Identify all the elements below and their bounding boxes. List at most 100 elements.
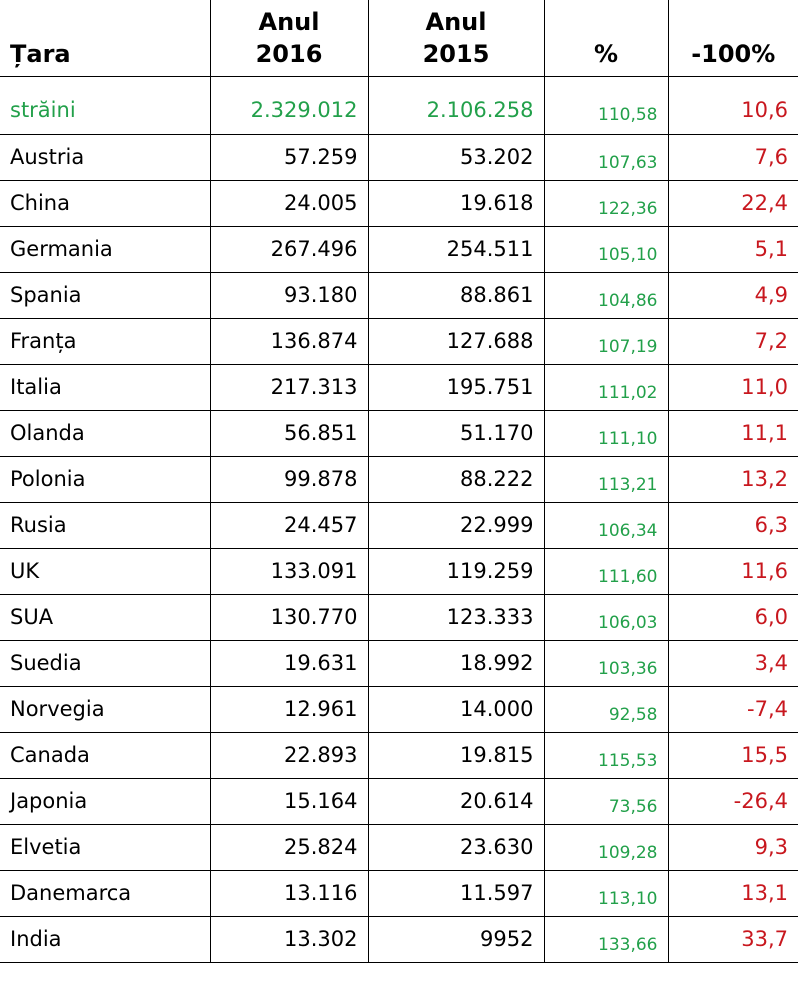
cell-2015: 20.614 (367, 777, 544, 824)
cell-2016: 217.313 (209, 363, 368, 410)
cell-diff: 5,1 (667, 225, 798, 272)
cell-2016: 2.329.012 (209, 76, 368, 134)
cell-diff: -26,4 (667, 777, 798, 824)
cell-percent: 106,34 (543, 501, 668, 548)
cell-percent: 113,10 (543, 869, 668, 916)
table-body: străini 2.329.012 2.106.258 110,58 10,6 Austr… (0, 76, 798, 963)
table-row: SUA 130.770 123.333 106,03 6,0 (0, 593, 798, 640)
cell-2016: 130.770 (209, 593, 368, 640)
cell-2015: 19.618 (367, 179, 544, 226)
cell-country: străini (10, 98, 76, 122)
cell-2015: 88.861 (367, 271, 544, 318)
cell-2016: 13.116 (209, 869, 368, 916)
cell-diff: 6,3 (667, 501, 798, 548)
table-row: Polonia 99.878 88.222 113,21 13,2 (0, 455, 798, 502)
table-row: Rusia 24.457 22.999 106,34 6,3 (0, 501, 798, 548)
cell-diff: 11,0 (667, 363, 798, 410)
cell-diff: 22,4 (667, 179, 798, 226)
table-row: China 24.005 19.618 122,36 22,4 (0, 179, 798, 226)
cell-2015: 9952 (367, 915, 544, 963)
cell-diff: 11,6 (667, 547, 798, 594)
cell-2016: 25.824 (209, 823, 368, 870)
cell-percent: 104,86 (543, 271, 668, 318)
cell-percent: 133,66 (543, 915, 668, 963)
cell-2015: 11.597 (367, 869, 544, 916)
table-row: Japonia 15.164 20.614 73,56 -26,4 (0, 777, 798, 824)
header-year-2016: Anul 2016 (209, 0, 368, 77)
cell-2016: 24.457 (209, 501, 368, 548)
cell-percent: 110,58 (543, 76, 668, 134)
cell-2015: 127.688 (367, 317, 544, 364)
cell-percent: 73,56 (543, 777, 668, 824)
cell-diff: 33,7 (667, 915, 798, 963)
cell-percent: 107,19 (543, 317, 668, 364)
cell-country: Canada (0, 731, 210, 778)
cell-2016: 267.496 (209, 225, 368, 272)
cell-2015: 19.815 (367, 731, 544, 778)
cell-2015: 119.259 (367, 547, 544, 594)
cell-diff: -7,4 (667, 685, 798, 732)
cell-percent: 111,10 (543, 409, 668, 456)
cell-2015: 23.630 (367, 823, 544, 870)
cell-diff: 3,4 (667, 639, 798, 686)
cell-country: Rusia (0, 501, 210, 548)
cell-country: Suedia (0, 639, 210, 686)
cell-country: Danemarca (0, 869, 210, 916)
cell-2016: 24.005 (209, 179, 368, 226)
cell-country: Italia (0, 363, 210, 410)
cell-percent: 111,02 (543, 363, 668, 410)
total-row: străini 2.329.012 2.106.258 110,58 10,6 (0, 76, 798, 134)
cell-percent: 122,36 (543, 179, 668, 226)
cell-country: India (0, 915, 210, 963)
header-year-2015-line2: 2015 (422, 39, 490, 68)
cell-2016: 19.631 (209, 639, 368, 686)
cell-country: UK (0, 547, 210, 594)
cell-2016: 99.878 (209, 455, 368, 502)
cell-2016: 22.893 (209, 731, 368, 778)
cell-2016: 13.302 (209, 915, 368, 963)
table-row: Franța 136.874 127.688 107,19 7,2 (0, 317, 798, 364)
cell-diff: 7,6 (667, 133, 798, 180)
table-row: Austria 57.259 53.202 107,63 7,6 (0, 133, 798, 180)
cell-country: Norvegia (0, 685, 210, 732)
cell-2015: 51.170 (367, 409, 544, 456)
cell-2015: 123.333 (367, 593, 544, 640)
table-row: Suedia 19.631 18.992 103,36 3,4 (0, 639, 798, 686)
header-row: Țara Anul 2016 Anul 2015 % -100% (0, 0, 798, 77)
cell-percent: 115,53 (543, 731, 668, 778)
cell-percent: 103,36 (543, 639, 668, 686)
cell-diff: 7,2 (667, 317, 798, 364)
cell-diff: 4,9 (667, 271, 798, 318)
cell-2015: 22.999 (367, 501, 544, 548)
cell-percent: 106,03 (543, 593, 668, 640)
table-row: Olanda 56.851 51.170 111,10 11,1 (0, 409, 798, 456)
cell-2015: 53.202 (367, 133, 544, 180)
cell-country: Germania (0, 225, 210, 272)
header-percent: % (543, 0, 668, 77)
cell-country: Elvetia (0, 823, 210, 870)
cell-2016: 15.164 (209, 777, 368, 824)
cell-diff: 6,0 (667, 593, 798, 640)
table-row: Elvetia 25.824 23.630 109,28 9,3 (0, 823, 798, 870)
cell-diff: 15,5 (667, 731, 798, 778)
cell-2016: 12.961 (209, 685, 368, 732)
table-row: Danemarca 13.116 11.597 113,10 13,1 (0, 869, 798, 916)
header-diff: -100% (667, 0, 798, 77)
tourism-table: Țara Anul 2016 Anul 2015 % -100% străini… (0, 0, 798, 963)
table-row: Spania 93.180 88.861 104,86 4,9 (0, 271, 798, 318)
cell-2016: 56.851 (209, 409, 368, 456)
table-row: Norvegia 12.961 14.000 92,58 -7,4 (0, 685, 798, 732)
cell-country: Olanda (0, 409, 210, 456)
cell-country: China (0, 179, 210, 226)
cell-percent: 113,21 (543, 455, 668, 502)
cell-country: Franța (0, 317, 210, 364)
header-year-2015: Anul 2015 (367, 0, 544, 77)
cell-diff: 11,1 (667, 409, 798, 456)
header-year-2016-line2: 2016 (255, 39, 323, 68)
header-country: Țara (0, 0, 210, 77)
cell-percent: 109,28 (543, 823, 668, 870)
cell-2015: 254.511 (367, 225, 544, 272)
cell-percent: 107,63 (543, 133, 668, 180)
cell-diff: 13,1 (667, 869, 798, 916)
cell-country: Austria (0, 133, 210, 180)
